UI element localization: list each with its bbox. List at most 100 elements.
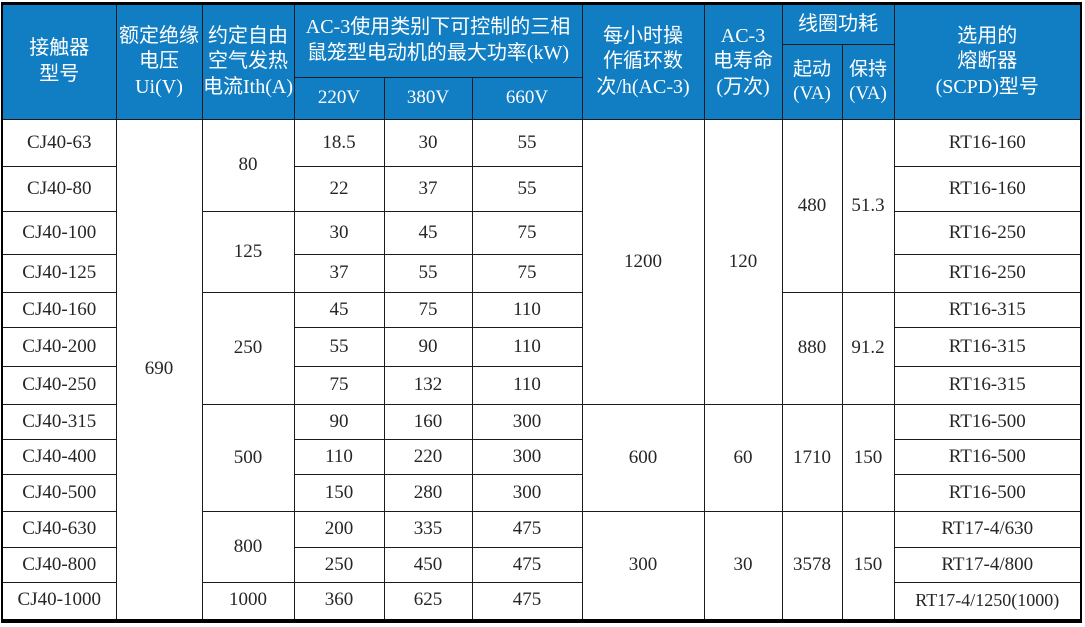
cell-power-220: 200 — [293, 511, 385, 548]
cell-fuse: RT17-4/1250(1000) — [893, 582, 1082, 621]
cell-model: CJ40-100 — [1, 211, 117, 255]
cell-model: CJ40-250 — [1, 366, 117, 405]
table-row: CJ40-80 22 37 55 RT16-160 — [1, 166, 1082, 212]
header-coil-hold: 保持 (VA) — [841, 44, 895, 120]
cell-coil-hold: 91.2 — [841, 292, 895, 405]
cell-cycles: 600 — [581, 404, 705, 512]
cell-power-660: 475 — [471, 582, 583, 621]
cell-fuse: RT16-315 — [893, 366, 1082, 405]
cell-power-660: 110 — [471, 327, 583, 367]
cell-fuse: RT16-250 — [893, 211, 1082, 255]
table-body: CJ40-63 690 80 18.5 30 55 1200 120 480 5… — [1, 119, 1082, 621]
cell-power-660: 75 — [471, 254, 583, 293]
header-row-2: 起动 (VA) 保持 (VA) — [2, 44, 1081, 120]
cell-power-660: 75 — [471, 211, 583, 255]
cell-coil-start: 880 — [781, 292, 843, 405]
cell-ith: 800 — [201, 511, 295, 583]
header-rated-insulation-voltage: 额定绝缘 电压Ui(V) — [115, 3, 203, 120]
cell-power-380: 335 — [383, 511, 473, 548]
cell-fuse: RT16-500 — [893, 474, 1082, 512]
table-row: CJ40-1000 1000 360 625 475 RT17-4/1250(1… — [1, 582, 1082, 621]
cell-ith: 125 — [201, 211, 295, 293]
header-voltage-220v: 220V — [293, 77, 385, 120]
cell-power-380: 55 — [383, 254, 473, 293]
header-voltage-660v: 660V — [471, 77, 583, 120]
cell-power-380: 450 — [383, 547, 473, 583]
cell-power-220: 22 — [293, 166, 385, 212]
cell-ith: 250 — [201, 292, 295, 405]
header-row-3: 220V 380V 660V — [2, 77, 1081, 120]
header-electrical-life: AC-3 电寿命 (万次) — [703, 3, 783, 120]
table-header: 接触器 型号 额定绝缘 电压Ui(V) 约定自由 空气发热 电流Ith(A) A… — [1, 3, 1082, 120]
cell-power-220: 90 — [293, 404, 385, 440]
cell-power-220: 37 — [293, 254, 385, 293]
cell-power-660: 110 — [471, 292, 583, 328]
cell-power-660: 300 — [471, 439, 583, 475]
cell-model: CJ40-125 — [1, 254, 117, 293]
cell-power-380: 132 — [383, 366, 473, 405]
cell-model: CJ40-1000 — [1, 582, 117, 621]
table-row: CJ40-125 37 55 75 RT16-250 — [1, 254, 1082, 293]
cell-power-380: 75 — [383, 292, 473, 328]
cell-power-220: 360 — [293, 582, 385, 621]
cell-model: CJ40-400 — [1, 439, 117, 475]
cell-power-220: 150 — [293, 474, 385, 512]
cell-power-380: 37 — [383, 166, 473, 212]
cell-power-380: 160 — [383, 404, 473, 440]
cell-power-220: 45 — [293, 292, 385, 328]
cell-model: CJ40-315 — [1, 404, 117, 440]
cell-power-660: 300 — [471, 404, 583, 440]
cell-coil-start: 1710 — [781, 404, 843, 512]
header-coil-consumption: 线圈功耗 — [781, 3, 895, 45]
table-row: CJ40-630 800 200 335 475 300 30 3578 150… — [1, 511, 1082, 621]
table-row: CJ40-160 250 45 75 110 880 91.2 RT16-315 — [1, 292, 1082, 405]
cell-life: 30 — [703, 511, 783, 621]
cell-power-380: 30 — [383, 119, 473, 167]
cell-life: 60 — [703, 404, 783, 512]
cell-coil-hold: 51.3 — [841, 119, 895, 293]
cell-coil-start: 480 — [781, 119, 843, 293]
cell-coil-start: 3578 — [781, 511, 843, 621]
cell-model: CJ40-80 — [1, 166, 117, 212]
header-fuse-model: 选用的 熔断器 (SCPD)型号 — [893, 3, 1082, 120]
header-max-motor-power: AC-3使用类别下可控制的三相 鼠笼型电动机的最大功率(kW) — [293, 3, 583, 78]
cell-power-380: 220 — [383, 439, 473, 475]
cell-fuse: RT16-315 — [893, 327, 1082, 367]
cell-power-220: 250 — [293, 547, 385, 583]
cell-model: CJ40-800 — [1, 547, 117, 583]
cell-power-220: 18.5 — [293, 119, 385, 167]
cell-power-380: 45 — [383, 211, 473, 255]
cell-ith: 500 — [201, 404, 295, 512]
cell-power-660: 110 — [471, 366, 583, 405]
cell-power-660: 475 — [471, 511, 583, 548]
cell-fuse: RT17-4/630 — [893, 511, 1082, 548]
header-row-1: 接触器 型号 额定绝缘 电压Ui(V) 约定自由 空气发热 电流Ith(A) A… — [1, 3, 1082, 120]
cell-fuse: RT17-4/800 — [893, 547, 1082, 583]
cell-ith: 80 — [201, 119, 295, 212]
cell-model: CJ40-200 — [1, 327, 117, 367]
cell-fuse: RT16-315 — [893, 292, 1082, 328]
cell-power-220: 75 — [293, 366, 385, 405]
table-row: CJ40-250 75 132 110 RT16-315 — [1, 366, 1082, 405]
table-row: CJ40-200 55 90 110 RT16-315 — [1, 327, 1082, 367]
cell-coil-hold: 150 — [841, 511, 895, 621]
cell-cycles: 300 — [581, 511, 705, 621]
cell-power-660: 55 — [471, 119, 583, 167]
cell-power-220: 110 — [293, 439, 385, 475]
table-row: CJ40-63 690 80 18.5 30 55 1200 120 480 5… — [1, 119, 1082, 621]
cell-coil-hold: 150 — [841, 404, 895, 512]
cell-fuse: RT16-250 — [893, 254, 1082, 293]
cell-model: CJ40-63 — [1, 119, 117, 167]
cell-model: CJ40-500 — [1, 474, 117, 512]
header-contactor-model: 接触器 型号 — [1, 3, 117, 120]
cell-power-660: 55 — [471, 166, 583, 212]
cell-model: CJ40-160 — [1, 292, 117, 328]
header-coil-start: 起动 (VA) — [781, 44, 843, 120]
cell-life: 120 — [703, 119, 783, 405]
cell-model: CJ40-630 — [1, 511, 117, 548]
table-row: CJ40-500 150 280 300 RT16-500 — [1, 474, 1082, 512]
cell-power-660: 475 — [471, 547, 583, 583]
cell-power-660: 300 — [471, 474, 583, 512]
